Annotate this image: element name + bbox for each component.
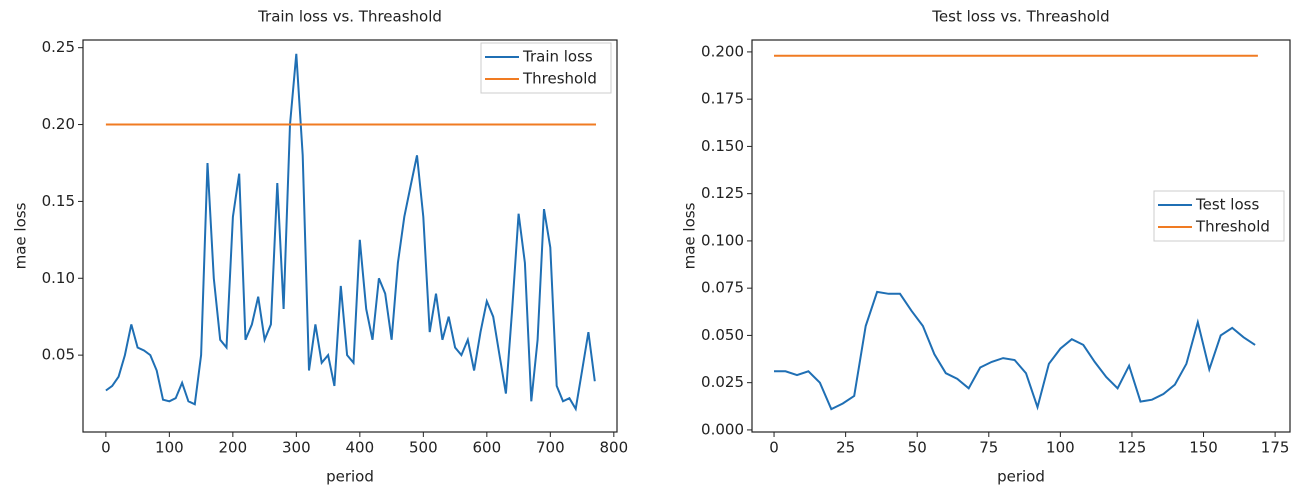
x-tick-label: 50 bbox=[908, 439, 927, 457]
y-tick-label: 0.05 bbox=[42, 346, 75, 364]
y-tick-label: 0.125 bbox=[701, 184, 744, 202]
y-tick-label: 0.075 bbox=[701, 279, 744, 297]
y-tick-label: 0.10 bbox=[42, 269, 75, 287]
chart-title: Train loss vs. Threashold bbox=[257, 8, 442, 26]
y-tick-label: 0.025 bbox=[701, 373, 744, 391]
chart-title: Test loss vs. Threashold bbox=[931, 8, 1109, 26]
y-tick-label: 0.000 bbox=[701, 420, 744, 438]
line-series bbox=[774, 290, 1256, 411]
x-tick-label: 300 bbox=[282, 439, 311, 457]
x-tick-label: 700 bbox=[536, 439, 565, 457]
x-tick-label: 400 bbox=[346, 439, 375, 457]
y-tick-label: 0.100 bbox=[701, 231, 744, 249]
legend-label: Test loss bbox=[1195, 196, 1259, 214]
legend-label: Threshold bbox=[1195, 218, 1270, 236]
y-tick-label: 0.15 bbox=[42, 192, 75, 210]
x-axis-label: period bbox=[326, 468, 374, 486]
legend-label: Train loss bbox=[522, 48, 593, 66]
y-tick-label: 0.25 bbox=[42, 38, 75, 56]
x-tick-label: 150 bbox=[1189, 439, 1218, 457]
x-tick-label: 800 bbox=[600, 439, 629, 457]
x-tick-label: 600 bbox=[473, 439, 502, 457]
x-tick-label: 25 bbox=[836, 439, 855, 457]
x-tick-label: 100 bbox=[155, 439, 184, 457]
plot-frame bbox=[751, 39, 1291, 433]
x-tick-label: 75 bbox=[979, 439, 998, 457]
x-axis-label: period bbox=[997, 468, 1045, 486]
x-tick-label: 0 bbox=[769, 439, 779, 457]
y-tick-label: 0.175 bbox=[701, 90, 744, 108]
x-tick-label: 500 bbox=[409, 439, 438, 457]
line-series bbox=[105, 53, 596, 412]
x-tick-label: 125 bbox=[1118, 439, 1147, 457]
y-tick-label: 0.200 bbox=[701, 42, 744, 60]
x-tick-label: 200 bbox=[219, 439, 248, 457]
plot-frame bbox=[82, 39, 618, 433]
legend-label: Threshold bbox=[522, 70, 597, 88]
y-axis-label: mae loss bbox=[12, 202, 30, 269]
x-tick-label: 100 bbox=[1046, 439, 1075, 457]
legend-box bbox=[1153, 190, 1285, 242]
y-tick-label: 0.20 bbox=[42, 115, 75, 133]
x-tick-label: 0 bbox=[101, 439, 111, 457]
x-tick-label: 175 bbox=[1261, 439, 1290, 457]
y-axis-label: mae loss bbox=[681, 202, 699, 269]
legend-box bbox=[480, 42, 612, 94]
y-tick-label: 0.050 bbox=[701, 326, 744, 344]
y-tick-label: 0.150 bbox=[701, 137, 744, 155]
